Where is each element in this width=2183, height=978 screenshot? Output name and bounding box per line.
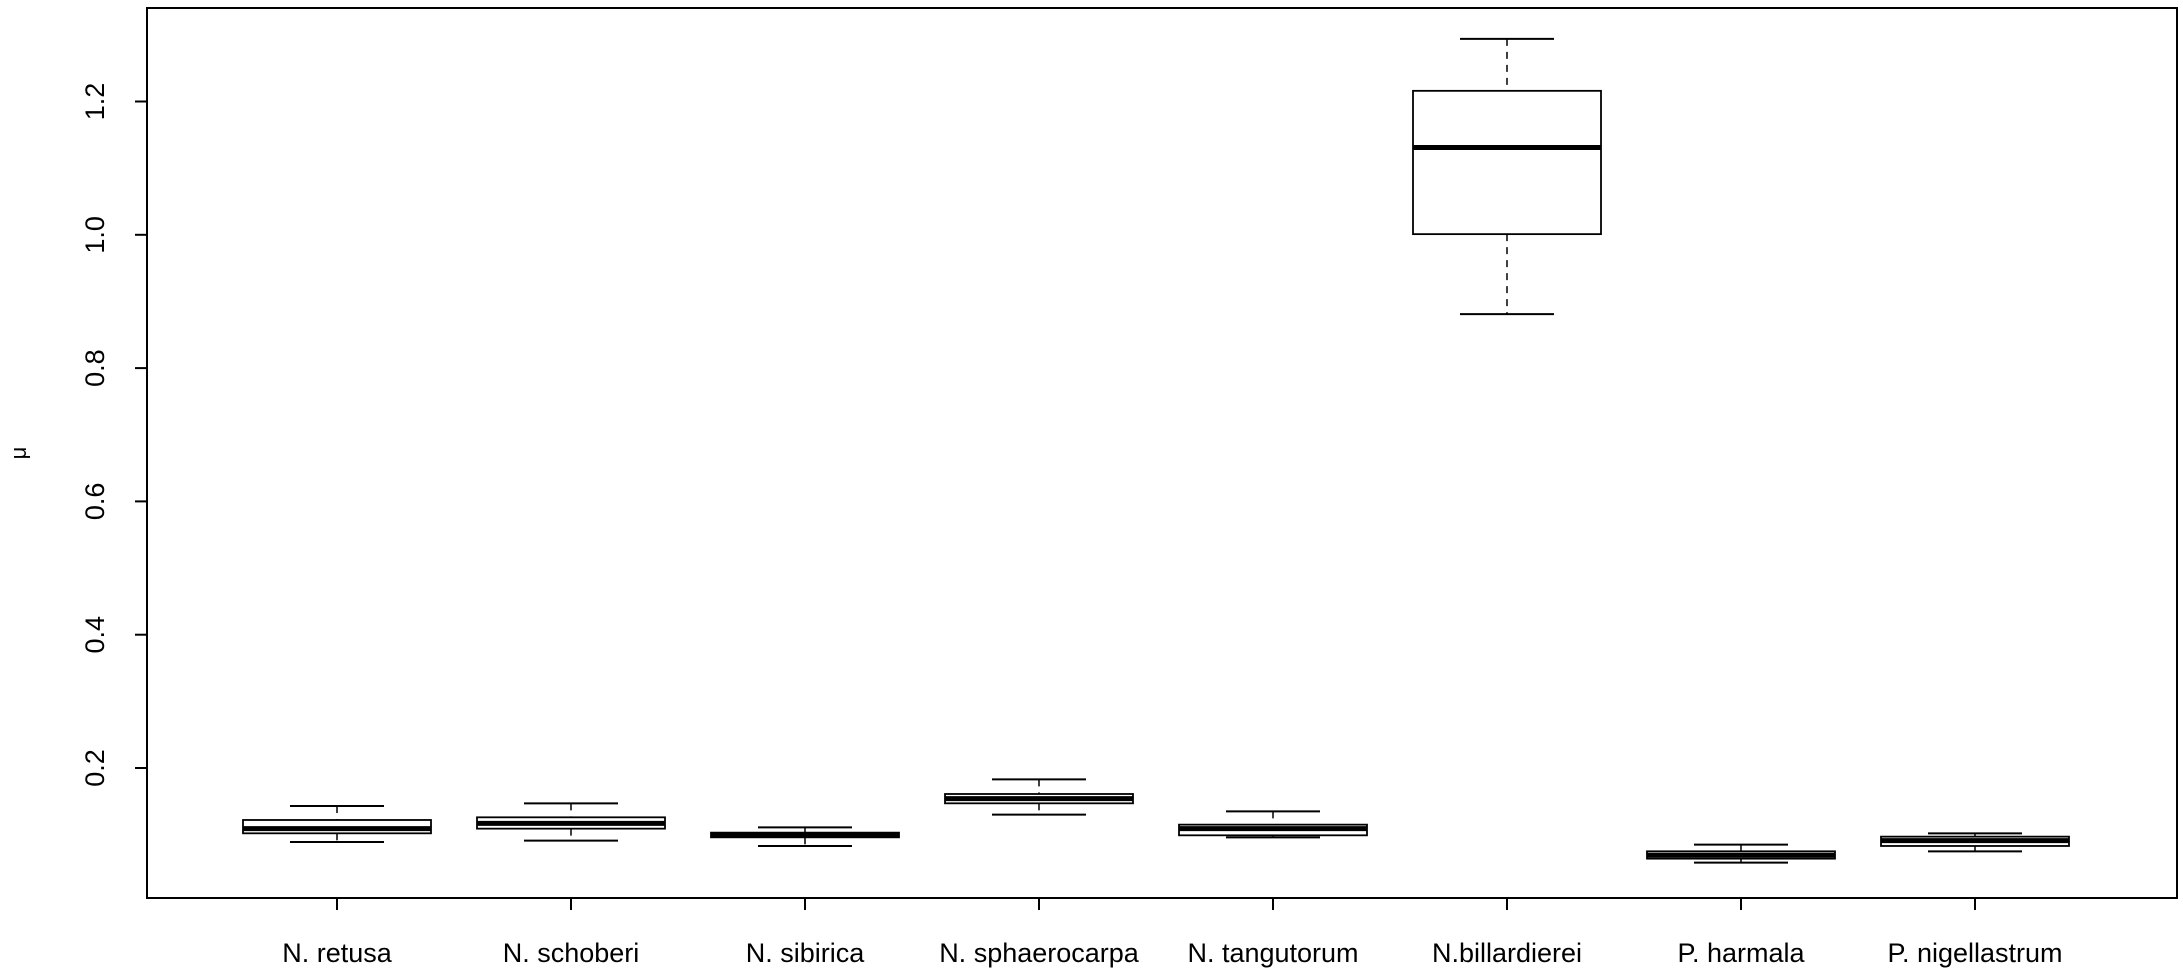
box [1412, 89, 1602, 236]
x-tick-label: P. nigellastrum [1887, 938, 2062, 968]
y-axis: 0.2 0.4 0.6 0.8 1.0 1.2 [80, 83, 148, 787]
x-axis: N. retusa N. schoberi N. sibirica N. sphaer… [282, 897, 2063, 968]
y-tick-label: 0.4 [80, 616, 110, 654]
y-tick-label: 0.8 [80, 349, 110, 387]
x-tick-label: P. harmala [1677, 938, 1805, 968]
y-axis-label: μ [6, 447, 31, 460]
x-tick-label: N. sibirica [746, 938, 866, 968]
y-tick-label: 1.2 [80, 83, 110, 121]
x-tick-label: N. tangutorum [1187, 938, 1358, 968]
x-tick-label: N. schoberi [503, 938, 640, 968]
boxes-group [242, 37, 2070, 864]
x-tick-label: N. sphaerocarpa [939, 938, 1140, 968]
y-tick-label: 1.0 [80, 216, 110, 254]
y-tick-label: 0.6 [80, 483, 110, 521]
x-tick-label: N.billardierei [1432, 938, 1582, 968]
x-tick-label: N. retusa [282, 938, 393, 968]
plot-frame [146, 7, 2178, 899]
y-tick-label: 0.2 [80, 749, 110, 787]
